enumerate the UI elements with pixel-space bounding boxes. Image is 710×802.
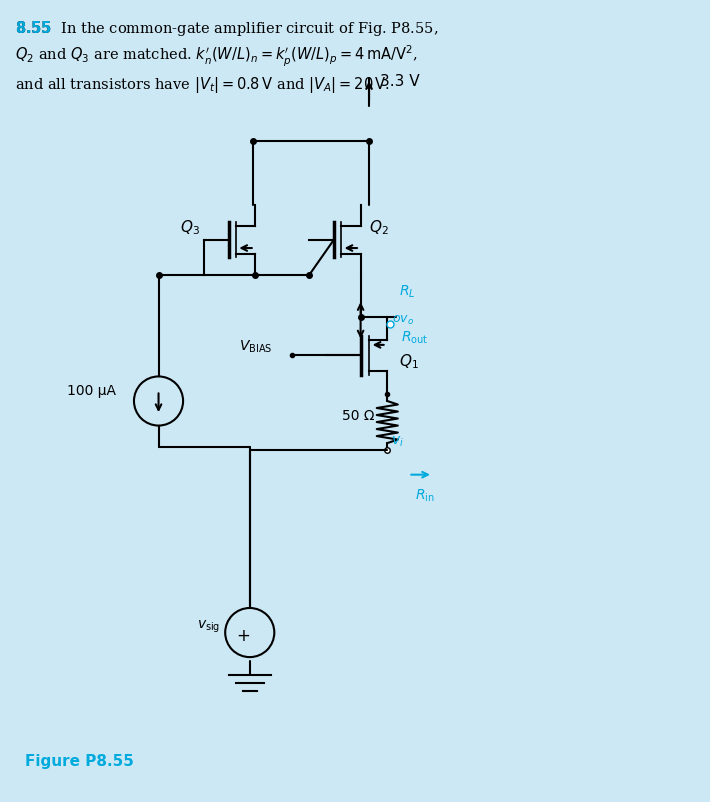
Text: $ov_o$: $ov_o$ (392, 314, 414, 326)
Text: $v_{\mathrm{sig}}$: $v_{\mathrm{sig}}$ (197, 619, 220, 635)
Text: $\mathbf{8.55}$: $\mathbf{8.55}$ (15, 19, 52, 35)
Text: 3.3 V: 3.3 V (380, 75, 419, 89)
Text: and all transistors have $|V_t| = 0.8\,\mathrm{V}$ and $|V_A| = 20\,\mathrm{V}$.: and all transistors have $|V_t| = 0.8\,\… (15, 75, 390, 95)
Text: $V_{\mathrm{BIAS}}$: $V_{\mathrm{BIAS}}$ (239, 338, 273, 354)
Text: 100 μA: 100 μA (67, 384, 116, 399)
Text: $Q_3$: $Q_3$ (180, 219, 200, 237)
Text: $R_{\mathrm{out}}$: $R_{\mathrm{out}}$ (401, 330, 429, 346)
Text: $v_i$: $v_i$ (391, 435, 404, 449)
Text: $\mathbf{8.55}$  In the common-gate amplifier circuit of Fig. P8.55,: $\mathbf{8.55}$ In the common-gate ampli… (15, 18, 438, 38)
Text: $Q_1$: $Q_1$ (399, 352, 419, 371)
Text: $Q_2$ and $Q_3$ are matched. $k_n'(W/L)_n = k_p'(W/L)_p = 4\,\mathrm{mA/V^2}$,: $Q_2$ and $Q_3$ are matched. $k_n'(W/L)_… (15, 44, 417, 69)
Text: $R_L$: $R_L$ (399, 284, 415, 300)
Text: $Q_2$: $Q_2$ (369, 219, 388, 237)
Text: $R_{\mathrm{in}}$: $R_{\mathrm{in}}$ (415, 488, 435, 504)
Text: +: + (236, 627, 250, 645)
Text: Figure P8.55: Figure P8.55 (26, 754, 134, 769)
Text: 50 Ω: 50 Ω (342, 409, 374, 423)
